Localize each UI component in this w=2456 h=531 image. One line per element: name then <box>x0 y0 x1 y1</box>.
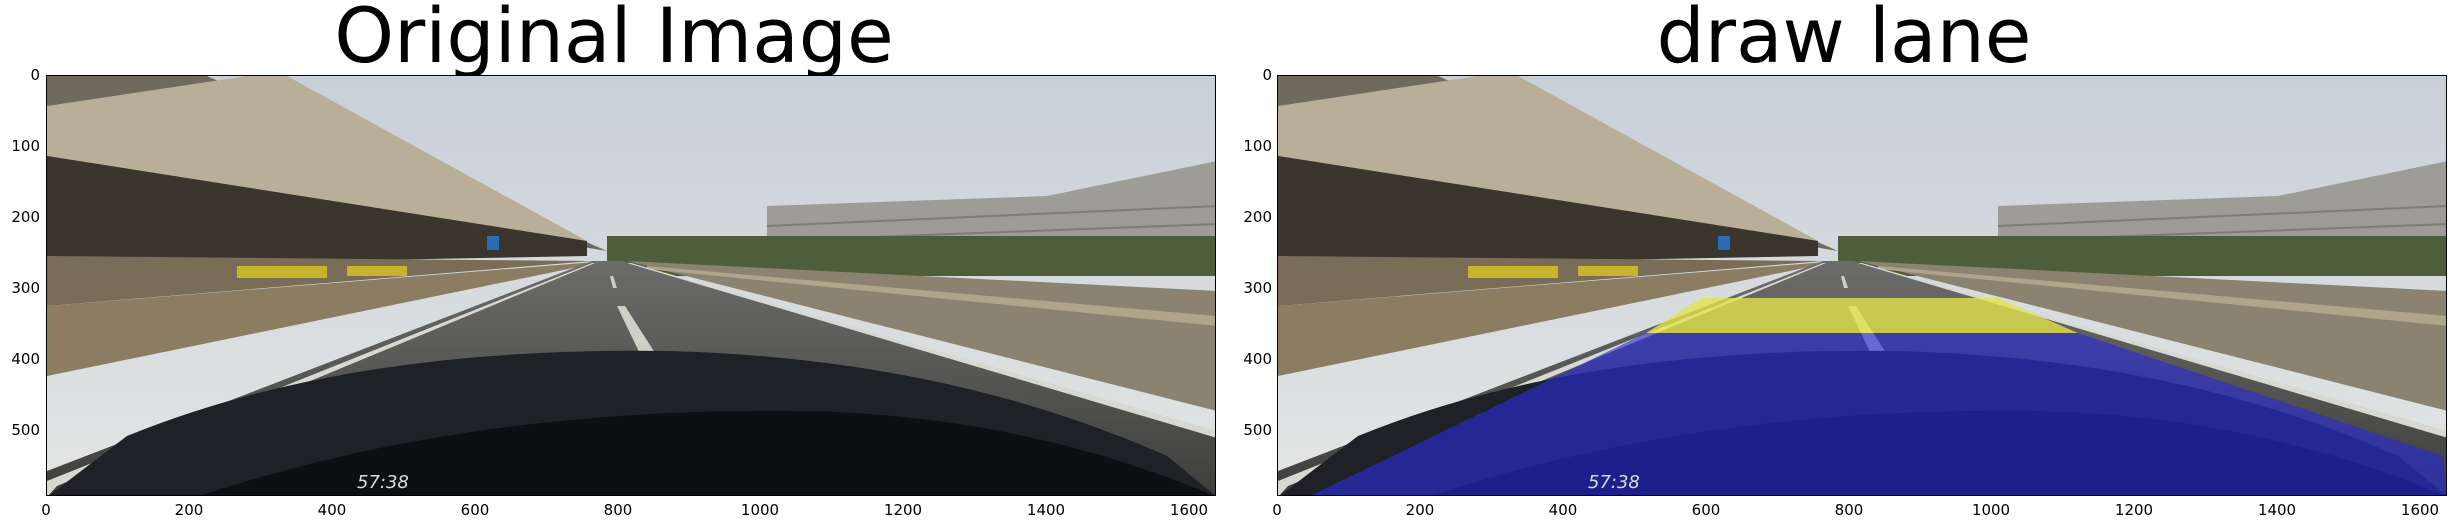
panel-draw-lane: draw lane <box>1232 0 2456 531</box>
xtick-1600: 1600 <box>1169 501 1209 519</box>
dashcam-timestamp-overlay: 57:38 <box>1588 472 1640 493</box>
xtick-1600: 1600 <box>2400 501 2440 519</box>
ytick-400: 400 <box>11 350 40 368</box>
xtick-1400: 1400 <box>2257 501 2297 519</box>
ytick-200: 200 <box>11 208 40 226</box>
xtick-1200: 1200 <box>2114 501 2154 519</box>
ytick-400: 400 <box>1243 350 1272 368</box>
image-draw-lane: 57:38 <box>1277 75 2447 496</box>
ytick-500: 500 <box>1243 421 1272 439</box>
xtick-1000: 1000 <box>1971 501 2011 519</box>
xtick-200: 200 <box>1405 501 1435 519</box>
ytick-100: 100 <box>11 137 40 155</box>
xtick-800: 800 <box>1834 501 1864 519</box>
ytick-100: 100 <box>1243 137 1272 155</box>
panel-title-original: Original Image <box>334 0 894 80</box>
ytick-0: 0 <box>1262 66 1272 84</box>
xtick-200: 200 <box>174 501 204 519</box>
xtick-0: 0 <box>41 501 51 519</box>
lane-region-blue <box>1312 333 2446 495</box>
ytick-500: 500 <box>11 421 40 439</box>
road-scene-lane-overlay: 57:38 <box>1278 76 2446 495</box>
road-scene-original: 57:38 <box>47 76 1215 495</box>
panel-title-draw-lane: draw lane <box>1656 0 2032 80</box>
panel-original: Original Image <box>11 0 1216 519</box>
xtick-400: 400 <box>317 501 347 519</box>
dashcam-timestamp: 57:38 <box>357 472 409 493</box>
xtick-600: 600 <box>460 501 490 519</box>
ytick-0: 0 <box>30 66 40 84</box>
xtick-400: 400 <box>1548 501 1578 519</box>
xtick-1000: 1000 <box>740 501 780 519</box>
ytick-300: 300 <box>11 279 40 297</box>
xtick-0: 0 <box>1272 501 1282 519</box>
xtick-1400: 1400 <box>1026 501 1066 519</box>
ytick-200: 200 <box>1243 208 1272 226</box>
ytick-300: 300 <box>1243 279 1272 297</box>
xtick-1200: 1200 <box>883 501 923 519</box>
xtick-800: 800 <box>603 501 633 519</box>
lane-band-yellow <box>1646 298 2078 333</box>
xtick-600: 600 <box>1691 501 1721 519</box>
image-original: 57:38 <box>46 75 1216 496</box>
